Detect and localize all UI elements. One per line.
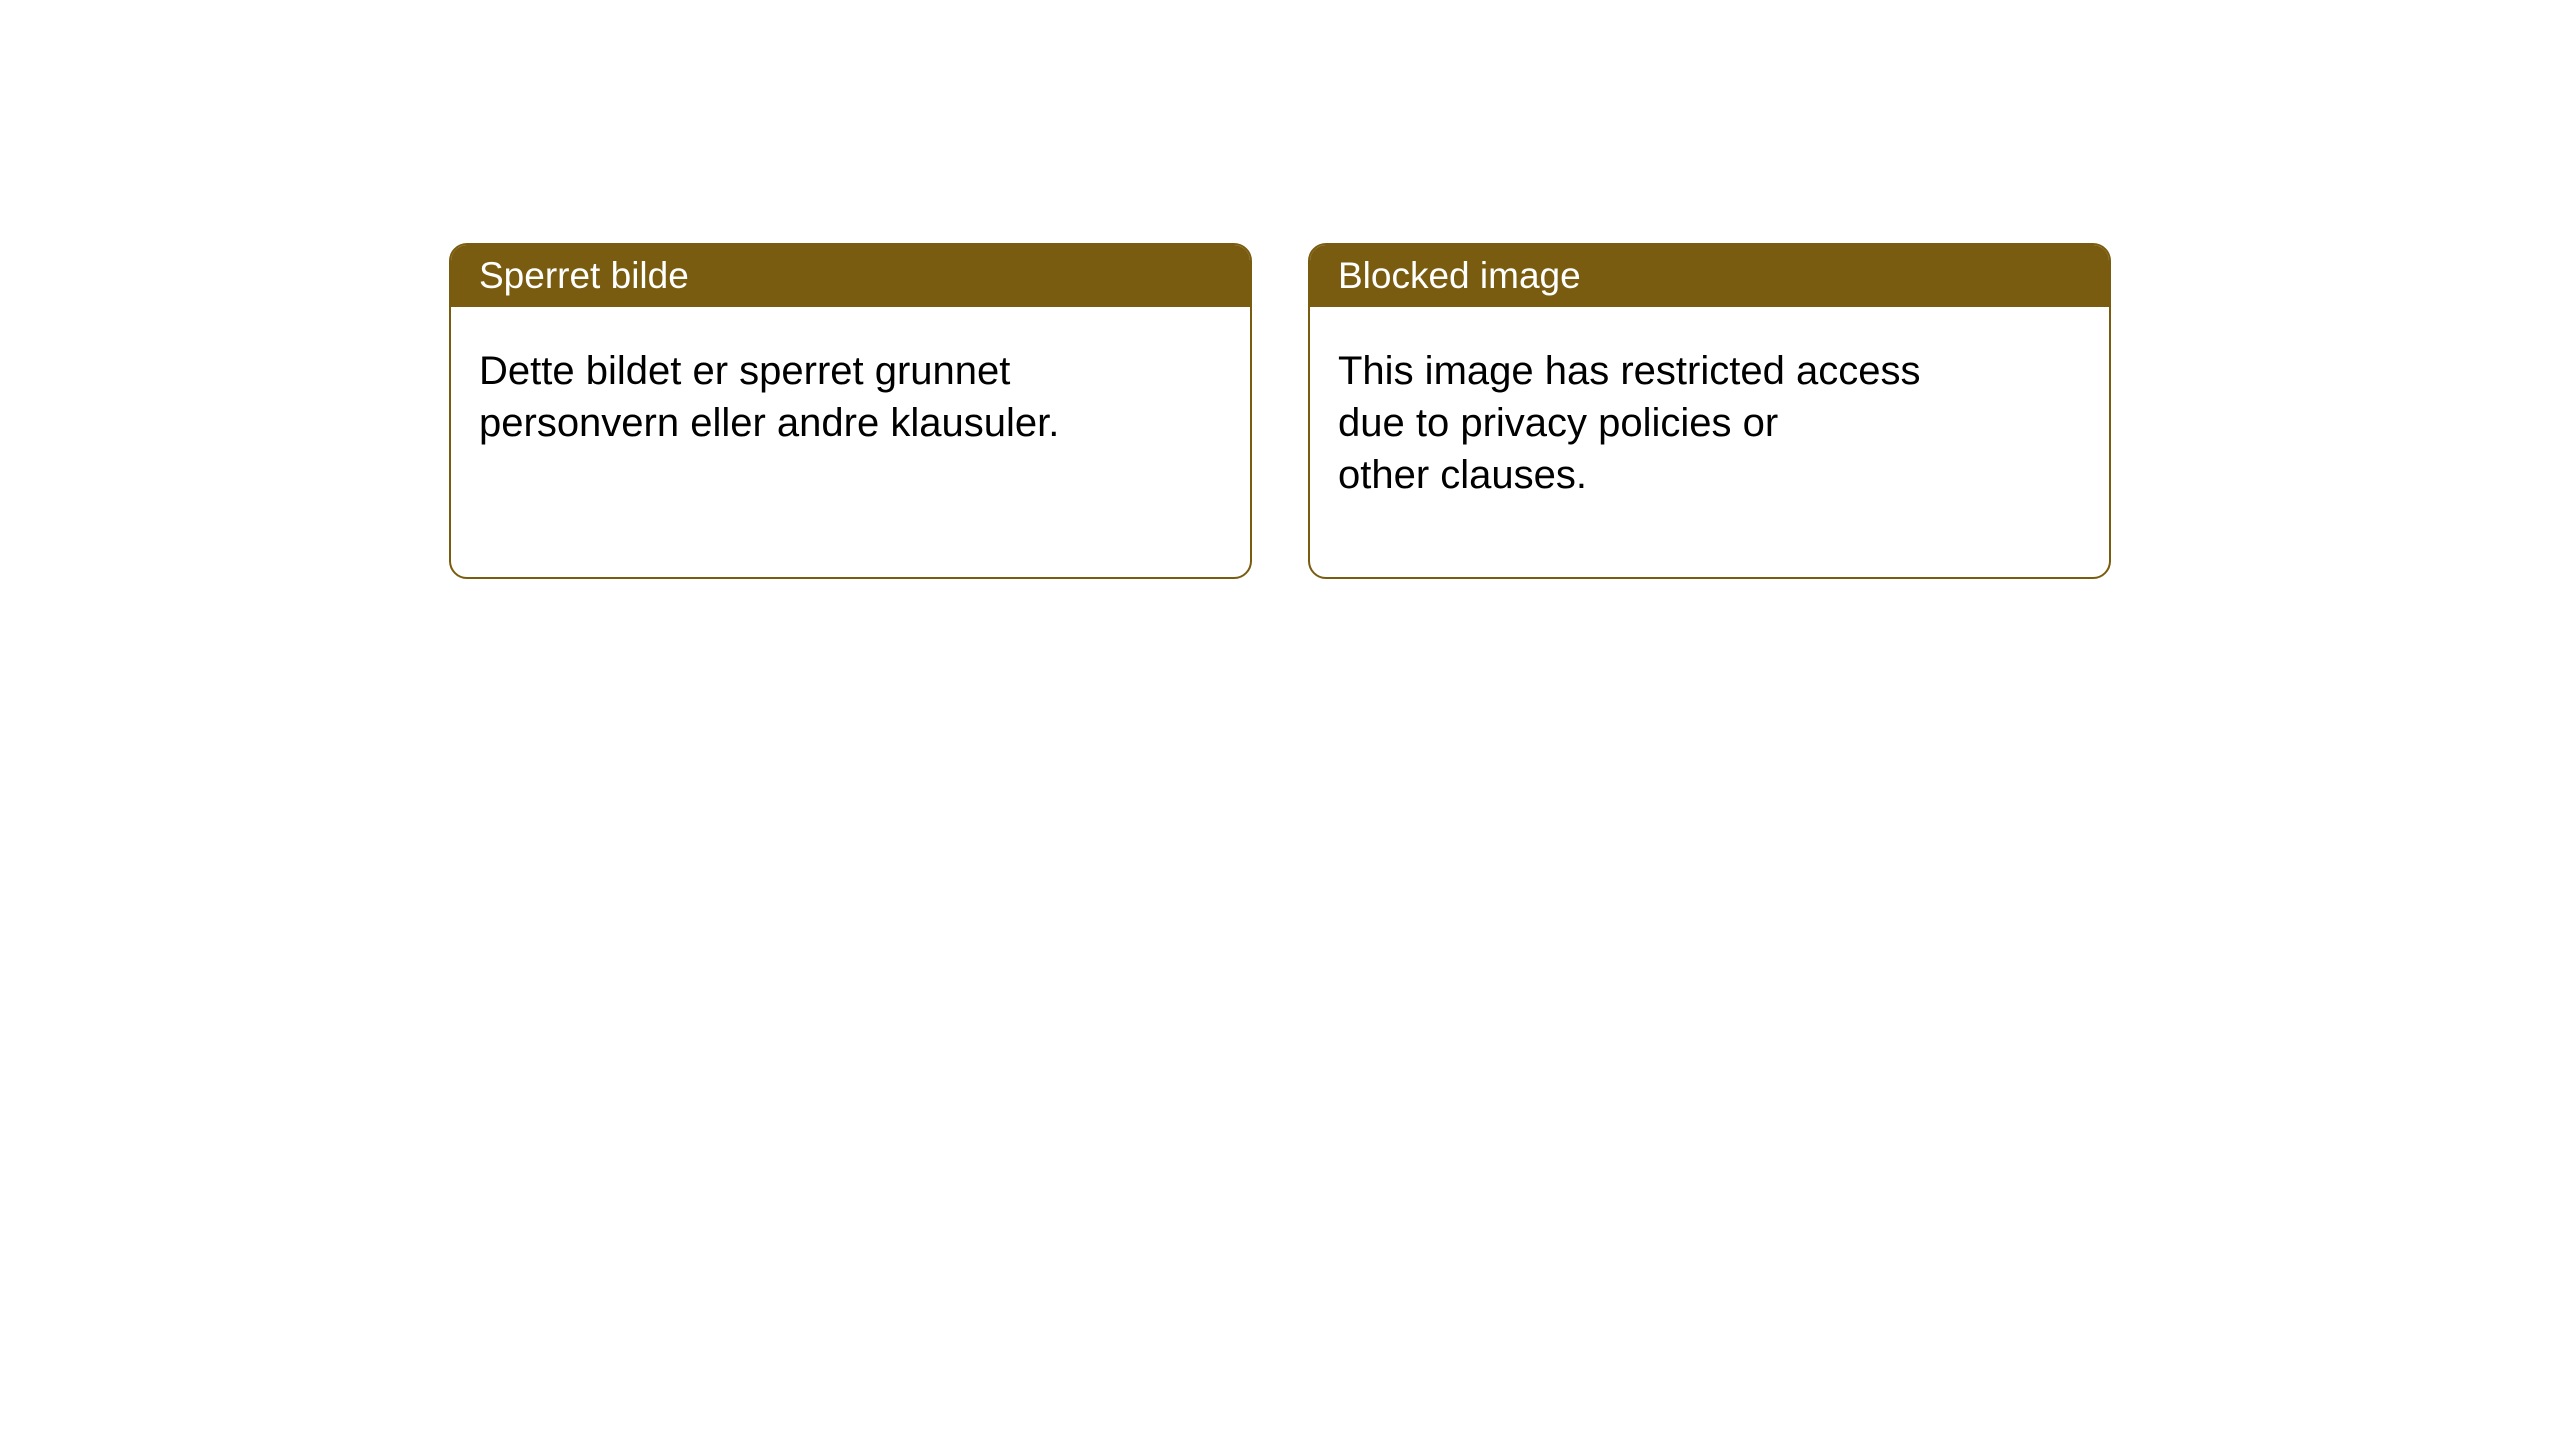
notice-card-norwegian: Sperret bilde Dette bildet er sperret gr…	[449, 243, 1252, 579]
notice-cards-container: Sperret bilde Dette bildet er sperret gr…	[449, 243, 2111, 579]
notice-body-norwegian: Dette bildet er sperret grunnet personve…	[451, 307, 1250, 487]
notice-header-norwegian: Sperret bilde	[451, 245, 1250, 307]
notice-header-english: Blocked image	[1310, 245, 2109, 307]
notice-body-english: This image has restricted access due to …	[1310, 307, 2109, 539]
notice-card-english: Blocked image This image has restricted …	[1308, 243, 2111, 579]
